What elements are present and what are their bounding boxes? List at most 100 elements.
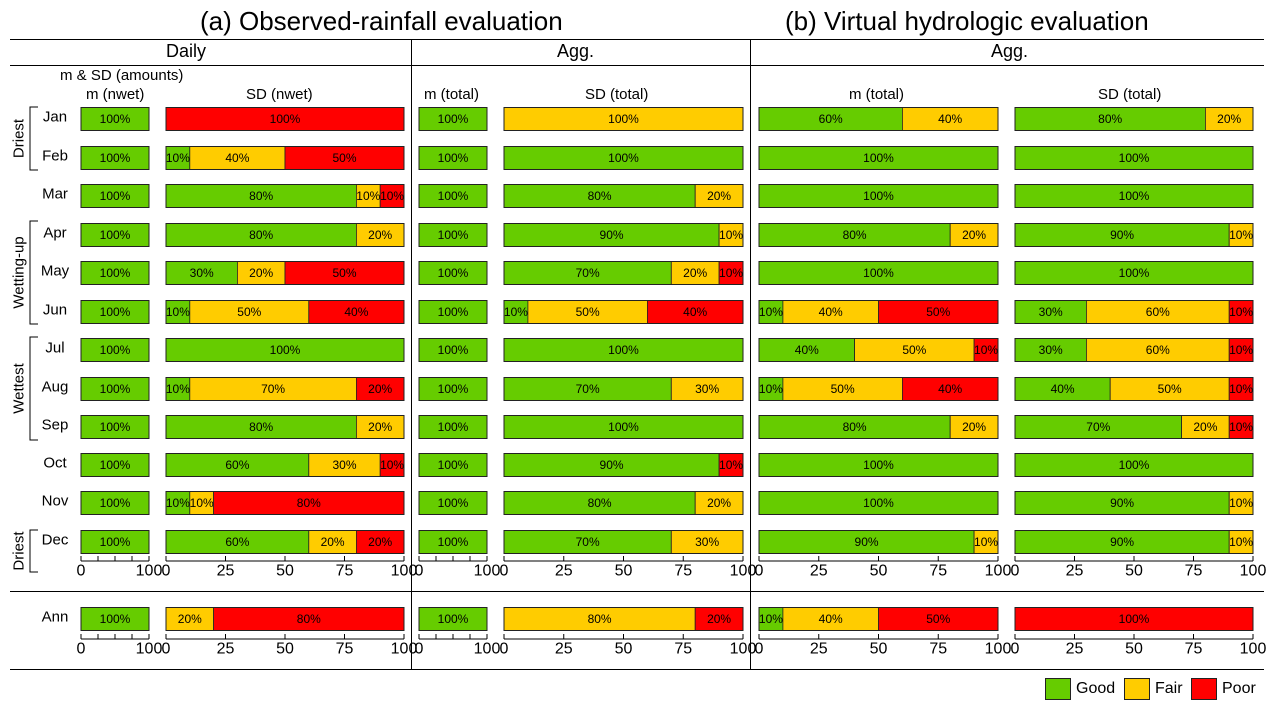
tick-label-p2-0-75: 75 <box>336 563 354 580</box>
bar-label-sd_total_b-sep-poor: 10% <box>1229 420 1253 434</box>
tick-label-p2-0-100: 100 <box>391 563 418 580</box>
panel2-label: SD (nwet) <box>246 86 313 103</box>
bar-outline-m_total_b-mar <box>758 184 999 208</box>
tick-label-p6-1-25: 25 <box>1066 641 1084 658</box>
group-driest-bottom-label: Driest <box>11 531 28 571</box>
bar-label-sd_total_b-may-good: 100% <box>1119 266 1150 280</box>
bar-outline-sd_nwet-mar <box>165 184 405 208</box>
bar-label-sd_nwet-sep-fair: 20% <box>368 420 392 434</box>
bar-outline-m_total_b-dec <box>758 530 999 554</box>
tick-label-p5-1-75: 75 <box>929 641 947 658</box>
tick-label-p5-1-100: 100 <box>985 641 1012 658</box>
month-label-jun: Jun <box>43 302 67 319</box>
bar-label-sd_total_a-jul-good: 100% <box>608 343 639 357</box>
bar-outline-sd_total_b-sep <box>1014 415 1254 439</box>
panel4-label: SD (total) <box>585 86 649 103</box>
legend-poor-label: Poor <box>1222 680 1256 697</box>
group-driest-bottom-bracket <box>29 529 38 573</box>
bar-label-m_nwet-ann-good: 100% <box>100 612 131 626</box>
tick-label-p6-1-50: 50 <box>1125 641 1143 658</box>
bar-outline-m_nwet-oct <box>80 453 150 477</box>
bar-label-sd_total_a-nov-fair: 20% <box>707 496 731 510</box>
tick-label-p3-1-0: 0 <box>415 641 424 658</box>
tick-label-p2-1-50: 50 <box>276 641 294 658</box>
bar-outline-m_nwet-nov <box>80 491 150 515</box>
bar-outline-m_nwet-sep <box>80 415 150 439</box>
bar-outline-m_total_a-jul <box>418 338 488 362</box>
bar-label-sd_total_a-jun-fair: 50% <box>576 305 600 319</box>
bar-label-sd_nwet-sep-good: 80% <box>249 420 273 434</box>
month-label-jul: Jul <box>45 340 64 357</box>
bar-label-sd_nwet-jan-poor: 100% <box>270 112 301 126</box>
bar-label-m_total_b-ann-good: 10% <box>759 612 783 626</box>
group-driest-top-bracket <box>29 106 38 171</box>
bar-outline-m_nwet-aug <box>80 377 150 401</box>
tick-label-p5-0-100: 100 <box>985 563 1012 580</box>
bar-label-sd_total_b-dec-good: 90% <box>1110 535 1134 549</box>
tick-label-p6-0-75: 75 <box>1185 563 1203 580</box>
legend-good: Good <box>1045 678 1115 700</box>
bar-label-sd_total_b-aug-good: 40% <box>1051 382 1075 396</box>
bar-label-m_nwet-aug-good: 100% <box>100 382 131 396</box>
bar-outline-sd_nwet-jun <box>165 300 405 324</box>
bar-label-sd_total_b-jan-fair: 20% <box>1217 112 1241 126</box>
bar-label-m_total_b-aug-good: 10% <box>759 382 783 396</box>
bar-label-m_total_b-dec-fair: 10% <box>974 535 998 549</box>
bar-label-sd_total_b-sep-fair: 20% <box>1193 420 1217 434</box>
bar-label-sd_nwet-may-poor: 50% <box>332 266 356 280</box>
bar-label-m_total_a-feb-good: 100% <box>438 151 469 165</box>
bar-label-sd_total_b-aug-poor: 10% <box>1229 382 1253 396</box>
bar-outline-m_total_a-nov <box>418 491 488 515</box>
bar-label-sd_nwet-feb-good: 10% <box>166 151 190 165</box>
month-label-dec: Dec <box>42 532 69 549</box>
tick-label-p4-0-100: 100 <box>730 563 757 580</box>
bar-label-sd_total_a-feb-good: 100% <box>608 151 639 165</box>
bar-outline-sd_total_b-dec <box>1014 530 1254 554</box>
bar-outline-m_total_b-ann <box>758 607 999 631</box>
bar-label-sd_total_a-apr-fair: 10% <box>719 228 743 242</box>
bar-outline-sd_total_b-may <box>1014 261 1254 285</box>
bar-label-m_nwet-jan-good: 100% <box>100 112 131 126</box>
bar-label-m_total_a-may-good: 100% <box>438 266 469 280</box>
bar-outline-sd_total_a-ann <box>503 607 744 631</box>
tick-label-p6-1-0: 0 <box>1011 641 1020 658</box>
bar-label-sd_total_b-oct-good: 100% <box>1119 458 1150 472</box>
bar-label-m_total_a-dec-good: 100% <box>438 535 469 549</box>
bar-label-m_nwet-mar-good: 100% <box>100 189 131 203</box>
bar-label-sd_nwet-mar-poor: 10% <box>380 189 404 203</box>
bar-label-m_total_b-jul-poor: 10% <box>974 343 998 357</box>
month-label-apr: Apr <box>43 225 66 242</box>
bar-outline-sd_total_a-jun <box>503 300 744 324</box>
legend-fair: Fair <box>1124 678 1183 700</box>
tick-label-p2-0-25: 25 <box>217 563 235 580</box>
bar-outline-sd_total_a-apr <box>503 223 744 247</box>
bar-outline-m_total_b-nov <box>758 491 999 515</box>
group-wettest-bracket <box>29 336 38 441</box>
bar-label-m_nwet-oct-good: 100% <box>100 458 131 472</box>
bar-label-m_total_b-feb-good: 100% <box>863 151 894 165</box>
bar-label-sd_nwet-may-fair: 20% <box>249 266 273 280</box>
bar-label-m_nwet-nov-good: 100% <box>100 496 131 510</box>
bar-label-m_total_a-mar-good: 100% <box>438 189 469 203</box>
bar-outline-sd_total_a-jul <box>503 338 744 362</box>
bar-label-m_total_b-ann-fair: 40% <box>819 612 843 626</box>
subheader-agg-a: Agg. <box>557 41 595 61</box>
tick-label-p4-1-0: 0 <box>500 641 509 658</box>
bar-label-m_total_a-apr-good: 100% <box>438 228 469 242</box>
bar-label-m_total_b-aug-poor: 40% <box>938 382 962 396</box>
bar-label-m_total_b-jul-fair: 50% <box>902 343 926 357</box>
bar-label-sd_total_b-dec-fair: 10% <box>1229 535 1253 549</box>
bar-outline-m_total_b-may <box>758 261 999 285</box>
tick-label-p4-1-100: 100 <box>730 641 757 658</box>
bar-outline-sd_total_b-jan <box>1014 107 1254 131</box>
legend-fair-swatch <box>1124 678 1150 700</box>
bar-outline-sd_total_a-dec <box>503 530 744 554</box>
bar-outline-m_total_b-oct <box>758 453 999 477</box>
tick-label-p1-1-100: 100 <box>136 641 163 658</box>
divider-daily-agg <box>411 39 412 670</box>
bar-label-sd_nwet-oct-good: 60% <box>225 458 249 472</box>
bar-outline-m_total_a-feb <box>418 146 488 170</box>
bar-label-sd_total_a-aug-fair: 30% <box>695 382 719 396</box>
bar-outline-m_total_a-apr <box>418 223 488 247</box>
bar-outline-sd_total_b-feb <box>1014 146 1254 170</box>
